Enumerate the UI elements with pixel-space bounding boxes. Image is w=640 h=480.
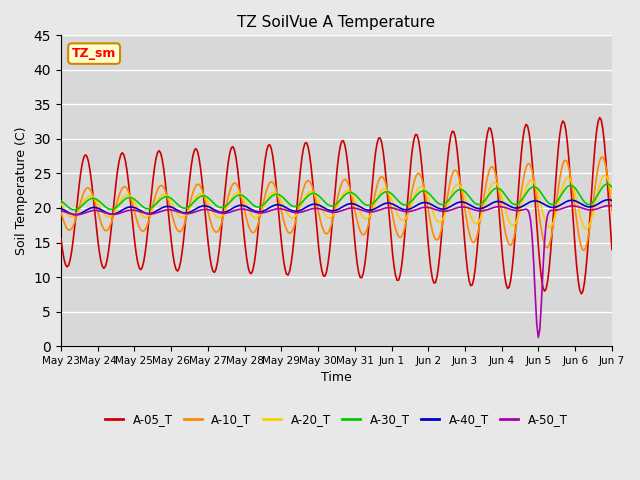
Text: TZ_sm: TZ_sm (72, 47, 116, 60)
Y-axis label: Soil Temperature (C): Soil Temperature (C) (15, 126, 28, 255)
Legend: A-05_T, A-10_T, A-20_T, A-30_T, A-40_T, A-50_T: A-05_T, A-10_T, A-20_T, A-30_T, A-40_T, … (100, 408, 572, 431)
Title: TZ SoilVue A Temperature: TZ SoilVue A Temperature (237, 15, 435, 30)
X-axis label: Time: Time (321, 372, 352, 384)
